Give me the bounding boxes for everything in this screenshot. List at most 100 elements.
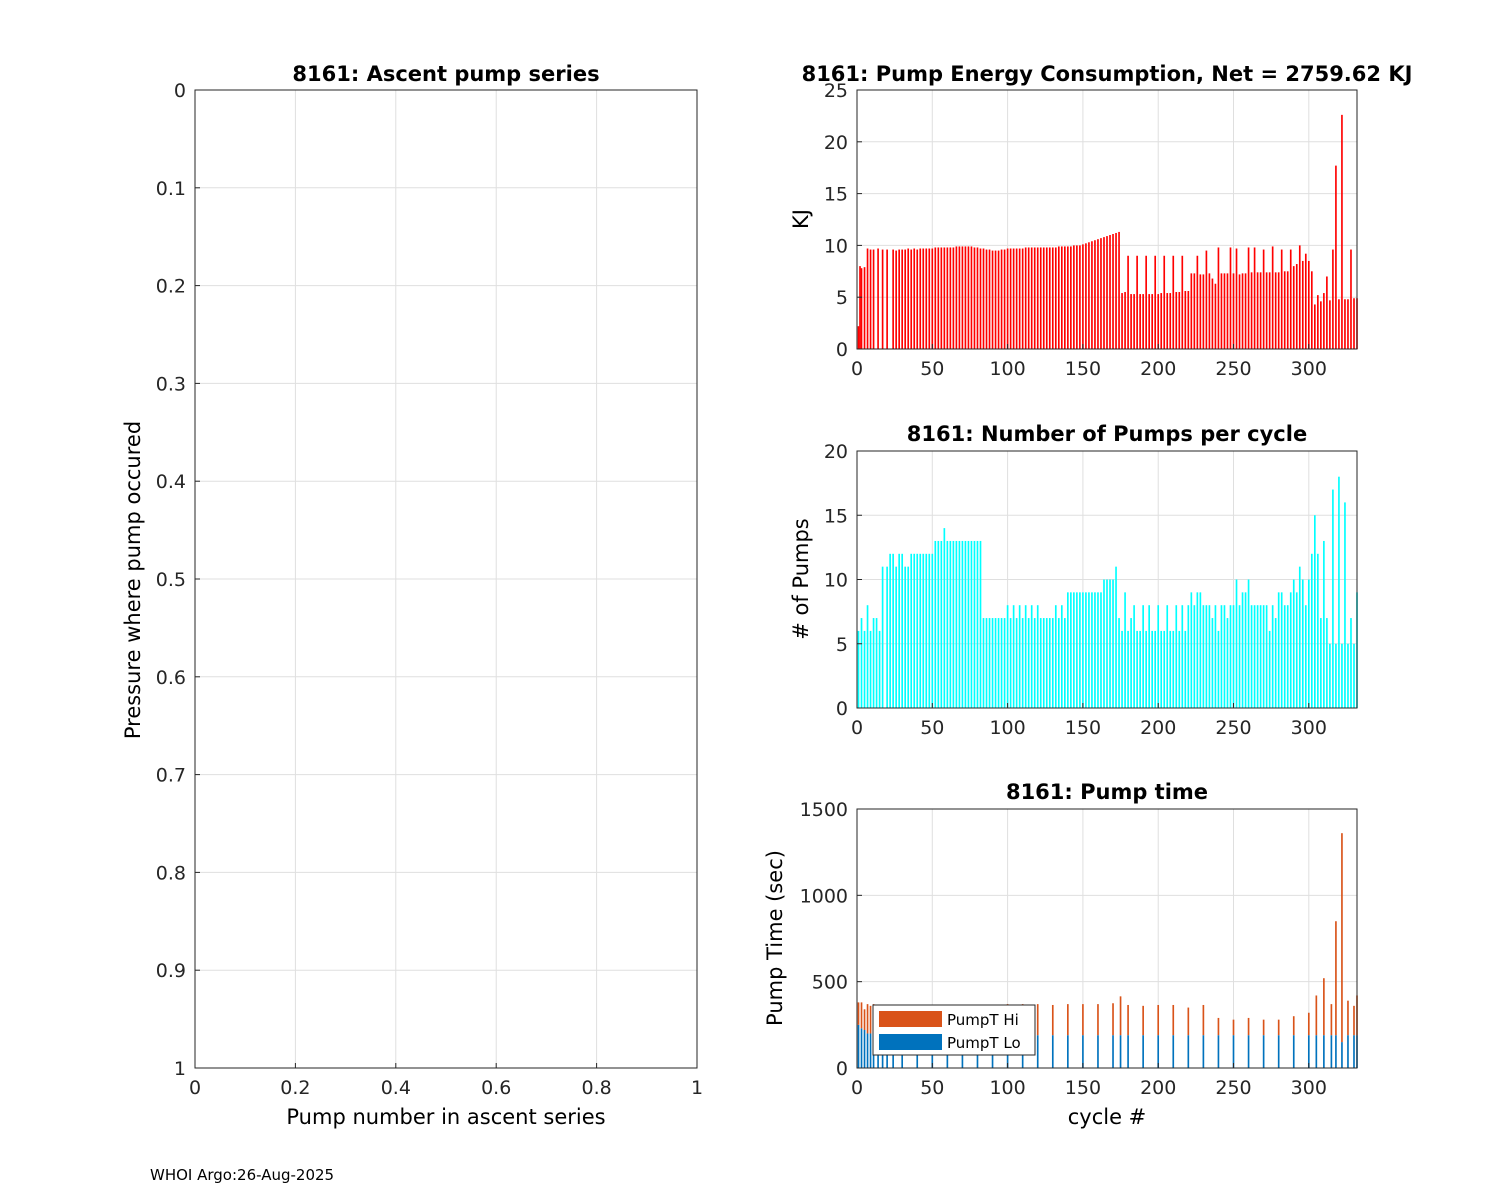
chart-energy-bar: [1208, 273, 1211, 349]
chart-ascent-xtick-label: 0.4: [381, 1077, 411, 1099]
chart-pumps-bar: [922, 553, 925, 708]
chart-pumps-bar: [976, 540, 979, 708]
chart-pumps-bar: [1009, 618, 1012, 708]
chart-energy-bar: [1304, 253, 1307, 349]
chart-pumps-bar: [1280, 592, 1283, 708]
chart-energy-bar: [1280, 249, 1283, 349]
chart-pumps-bar: [1151, 630, 1154, 708]
chart-energy-bar: [1190, 273, 1193, 349]
chart-energy-xtick-label: 0: [851, 358, 863, 380]
chart-ascent-ytick-label: 0.2: [156, 276, 186, 298]
chart-pumps-bar: [952, 540, 955, 708]
chart-energy-bar: [931, 248, 934, 349]
chart-energy-bar: [1292, 266, 1295, 349]
chart-energy-bar: [967, 246, 970, 349]
chart-pumptime-bar-lo: [1157, 1035, 1160, 1068]
chart-energy-bar: [1094, 240, 1096, 349]
chart-pumptime-bar-hi: [1082, 1004, 1084, 1036]
chart-energy-bar: [1262, 249, 1265, 349]
chart-energy-bar: [1286, 271, 1289, 349]
legend-label-pumpt-hi: PumpT Hi: [947, 1011, 1019, 1029]
chart-energy-bar: [1166, 293, 1169, 349]
chart-pumps-bar: [1226, 618, 1229, 708]
chart-pumps-bar: [1169, 630, 1172, 708]
chart-pumps-bar: [910, 553, 913, 708]
chart-pumptime-bar-lo: [1277, 1035, 1280, 1068]
chart-pumps-bar: [1283, 605, 1286, 708]
chart-pumps-bar: [869, 630, 872, 708]
chart-pumps-bar: [1054, 605, 1057, 708]
chart-energy-bar: [1127, 255, 1129, 349]
chart-pumps-bar: [872, 618, 875, 708]
chart-pumps-bar: [1060, 605, 1063, 708]
chart-pumptime-bar-hi: [860, 1002, 863, 1029]
chart-energy-xtick-label: 50: [920, 358, 944, 380]
chart-pumps-bar: [1178, 630, 1181, 708]
chart-pumps-bar: [1100, 592, 1102, 708]
chart-energy-bar: [1289, 249, 1292, 349]
chart-pumptime-bar-lo: [1292, 1035, 1295, 1068]
chart-energy-bar: [904, 249, 907, 349]
chart-pumps-bar: [1021, 618, 1024, 708]
chart-pumps-bar: [982, 618, 985, 708]
chart-ascent-xtick-label: 1: [691, 1077, 703, 1099]
chart-energy-bar: [1067, 246, 1069, 349]
chart-energy-bar: [901, 249, 904, 349]
chart-pumptime-bar-lo: [1172, 1035, 1175, 1068]
chart-pumps-bar: [1259, 605, 1262, 708]
chart-pumps-bar: [860, 618, 863, 708]
chart-energy-bar: [940, 247, 943, 349]
chart-energy-bar: [1048, 247, 1051, 349]
chart-energy-bar: [925, 248, 928, 349]
chart-pumps-bar: [1353, 643, 1355, 708]
chart-energy-bar: [958, 246, 961, 349]
chart-pumps-bar: [1274, 618, 1277, 708]
chart-energy-bar: [1274, 272, 1277, 349]
chart-energy-bar: [1118, 231, 1120, 349]
chart-pumps-bar: [1051, 618, 1054, 708]
chart-pumps-axes-frame: [856, 450, 1358, 709]
chart-pumps-bar: [1033, 618, 1036, 708]
chart-pumps-bar: [1097, 592, 1099, 708]
chart-energy-bar: [1015, 248, 1018, 349]
chart-energy-bar: [886, 249, 888, 349]
chart-pumptime-bar-lo: [1112, 1035, 1114, 1068]
chart-energy-bar: [1217, 247, 1220, 349]
chart-pumptime-bar-hi: [1292, 1016, 1295, 1036]
chart-pumps-bar: [994, 618, 997, 708]
chart-pumptime-bar-lo: [1347, 1035, 1349, 1068]
chart-energy-bar: [1181, 255, 1184, 349]
chart-energy-bar: [985, 249, 988, 349]
chart-ascent-xtick-label: 0.2: [280, 1077, 310, 1099]
chart-pumps-bar: [1350, 618, 1352, 708]
chart-pumps-bar: [1076, 592, 1078, 708]
chart-pumps-bar: [1217, 630, 1220, 708]
chart-pumps-bar: [1190, 592, 1193, 708]
chart-energy-bar: [898, 249, 900, 349]
chart-pumps-bar: [931, 553, 934, 708]
chart-pumps-bar: [1193, 605, 1196, 708]
chart-pumptime-axes-frame: [856, 808, 1358, 1069]
chart-energy-bar: [970, 246, 973, 349]
chart-energy-bar: [1136, 255, 1138, 349]
chart-pumps-bar: [1145, 630, 1147, 708]
chart-energy-bar: [1109, 235, 1111, 349]
chart-pumps-bar: [1304, 605, 1307, 708]
chart-pumps-bar: [1344, 502, 1346, 708]
chart-pumps-bar: [1142, 605, 1144, 708]
chart-pumptime-xtick-label: 250: [1215, 1077, 1251, 1099]
chart-energy-bar: [1160, 293, 1163, 349]
chart-pumptime-bar-lo: [1142, 1035, 1144, 1068]
chart-energy-bar: [1256, 272, 1259, 349]
chart-pumps-xtick-label: 50: [920, 717, 944, 739]
chart-energy-bar: [1283, 271, 1286, 349]
chart-energy-bar: [1103, 237, 1105, 349]
chart-energy-ytick-label: 10: [824, 235, 848, 257]
chart-pumps-bar: [961, 540, 964, 708]
chart-pumps-bar: [1232, 605, 1235, 708]
chart-energy-bar: [973, 247, 976, 349]
chart-ascent-ytick-label: 0.6: [156, 667, 186, 689]
chart-ascent-ytick-label: 0.5: [156, 569, 186, 591]
chart-pumps-bar: [925, 553, 928, 708]
